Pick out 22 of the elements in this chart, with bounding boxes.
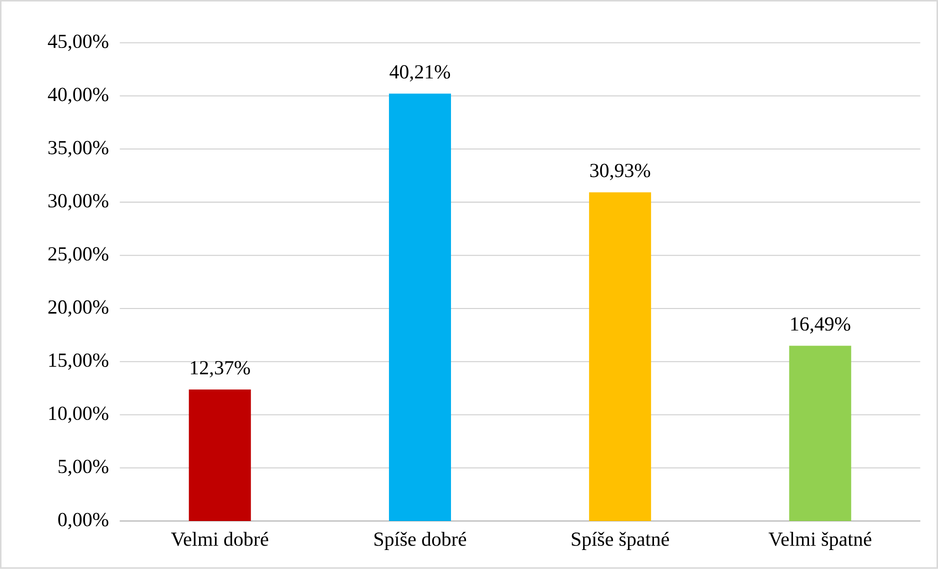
x-tick-label: Spíše špatné (572, 532, 669, 550)
data-label: 16,49% (791, 317, 850, 334)
data-label: 40,21% (390, 65, 450, 82)
x-tick-label: Spíše dobré (374, 532, 466, 550)
x-tick-label: Velmi dobré (171, 532, 268, 546)
y-tick-label: 40,00% (48, 88, 108, 104)
y-tick-label: 30,00% (48, 194, 108, 210)
data-label: 12,37% (190, 361, 250, 378)
bar (388, 94, 451, 522)
data-label: 30,93% (590, 164, 650, 180)
y-tick-label: 5,00% (58, 460, 108, 476)
y-tick-label: 45,00% (48, 34, 108, 52)
y-tick-label: 0,00% (58, 512, 108, 530)
y-tick-label: 20,00% (48, 300, 108, 317)
bar (188, 390, 251, 522)
y-tick-label: 25,00% (48, 247, 108, 264)
y-tick-label: 10,00% (49, 406, 108, 423)
y-tick-label: 15,00% (49, 354, 108, 370)
bar (789, 346, 852, 522)
y-tick-label: 35,00% (48, 140, 108, 158)
bar (589, 192, 652, 522)
x-tick-label: Velmi špatné (768, 532, 872, 550)
